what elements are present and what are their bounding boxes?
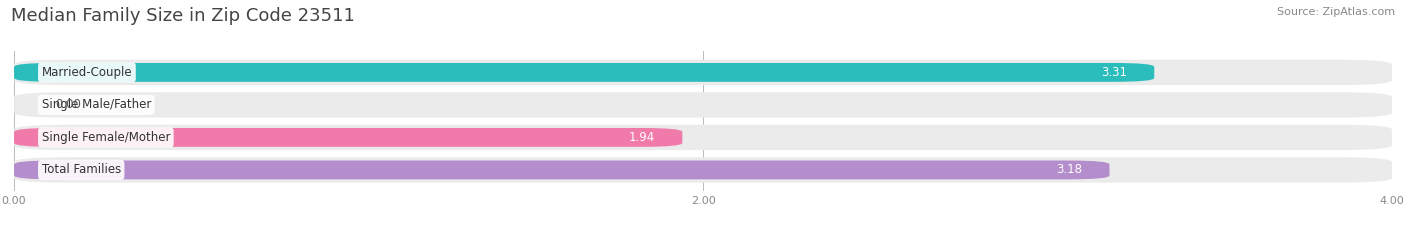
FancyBboxPatch shape — [14, 161, 1109, 179]
Text: 0.00: 0.00 — [55, 98, 82, 111]
FancyBboxPatch shape — [14, 60, 1392, 85]
FancyBboxPatch shape — [14, 128, 682, 147]
Text: Single Female/Mother: Single Female/Mother — [42, 131, 170, 144]
FancyBboxPatch shape — [14, 63, 1154, 82]
FancyBboxPatch shape — [14, 157, 1392, 183]
Text: Total Families: Total Families — [42, 163, 121, 176]
Text: 3.18: 3.18 — [1056, 163, 1083, 176]
Text: Source: ZipAtlas.com: Source: ZipAtlas.com — [1277, 7, 1395, 17]
Text: Median Family Size in Zip Code 23511: Median Family Size in Zip Code 23511 — [11, 7, 356, 25]
Text: Married-Couple: Married-Couple — [42, 66, 132, 79]
FancyBboxPatch shape — [14, 125, 1392, 150]
Text: Single Male/Father: Single Male/Father — [42, 98, 150, 111]
FancyBboxPatch shape — [14, 92, 1392, 118]
Text: 1.94: 1.94 — [628, 131, 655, 144]
Text: 3.31: 3.31 — [1101, 66, 1126, 79]
